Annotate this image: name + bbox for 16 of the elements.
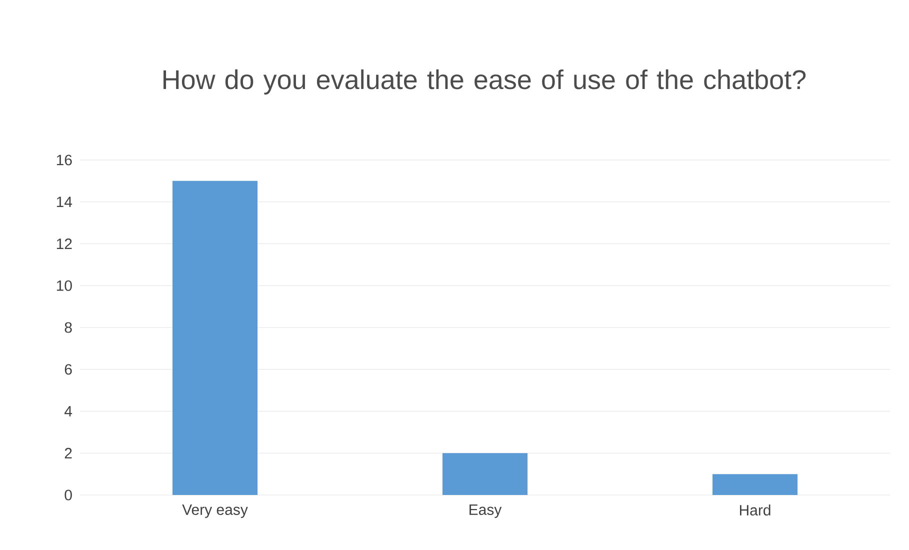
- y-tick-label: 6: [64, 364, 72, 375]
- y-tick-label: 16: [56, 154, 72, 166]
- x-tick-label: Hard: [740, 504, 770, 516]
- y-tick-label: 4: [64, 406, 72, 416]
- y-tick-label: 2: [64, 448, 72, 458]
- y-tick-label: 12: [56, 238, 72, 249]
- x-tick-label: Very easy: [182, 504, 248, 518]
- bar: [712, 474, 798, 495]
- y-tick-label: 8: [64, 322, 72, 333]
- bar: [442, 453, 528, 495]
- x-tick-label: Easy: [470, 504, 502, 518]
- y-tick-label: 10: [56, 280, 72, 291]
- y-tick-label: 14: [56, 196, 72, 208]
- y-tick-label: 0: [64, 490, 72, 500]
- bar: [172, 180, 258, 495]
- chart-title: How do you evaluate the ease of use of the chatbot?: [164, 69, 806, 95]
